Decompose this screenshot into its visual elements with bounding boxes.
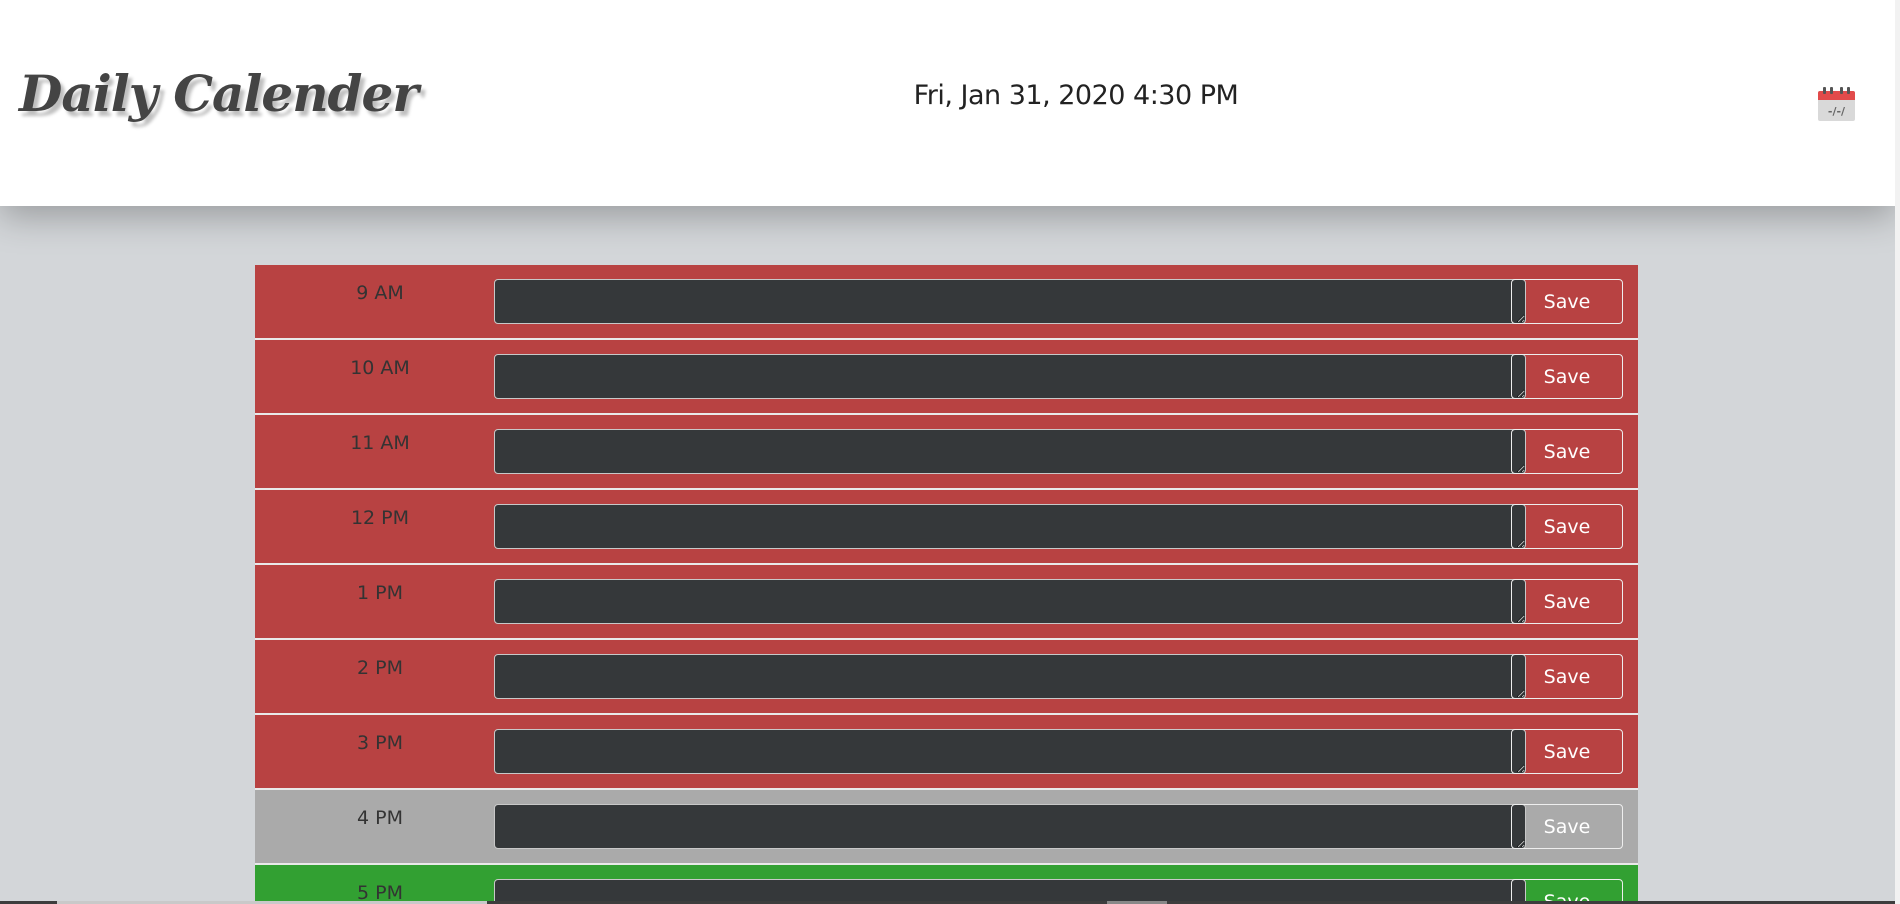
calendar-icon[interactable]: -/-/ [1817, 87, 1856, 122]
task-textarea[interactable] [494, 279, 1526, 324]
scrollbar-thumb[interactable] [1107, 901, 1167, 904]
time-block-row: 11 AM Save [255, 415, 1638, 490]
save-button[interactable]: Save [1511, 504, 1623, 549]
calendar-icon-text: -/-/ [1828, 105, 1846, 118]
horizontal-scrollbar[interactable] [0, 901, 1895, 904]
save-button[interactable]: Save [1511, 279, 1623, 324]
time-block-row: 12 PM Save [255, 490, 1638, 565]
hour-label: 2 PM [357, 657, 403, 679]
save-button[interactable]: Save [1511, 429, 1623, 474]
scrollbar-segment [57, 901, 487, 904]
task-textarea[interactable] [494, 504, 1526, 549]
save-button[interactable]: Save [1511, 654, 1623, 699]
hour-label: 11 AM [350, 432, 410, 454]
time-block-row: 5 PM Save [255, 865, 1638, 904]
planner: 9 AM Save 10 AM Save 11 AM Save 12 PM Save 1 PM S… [255, 265, 1638, 904]
task-textarea[interactable] [494, 879, 1526, 904]
task-textarea[interactable] [494, 354, 1526, 399]
task-textarea[interactable] [494, 729, 1526, 774]
time-block-row: 4 PM Save [255, 790, 1638, 865]
hour-label: 12 PM [350, 507, 410, 529]
hour-label: 4 PM [357, 807, 403, 829]
time-block-row: 10 AM Save [255, 340, 1638, 415]
hour-label: 5 PM [357, 882, 403, 904]
hour-label: 9 AM [356, 282, 404, 304]
time-block-row: 9 AM Save [255, 265, 1638, 340]
hour-label: 3 PM [357, 732, 403, 754]
save-button[interactable]: Save [1511, 579, 1623, 624]
save-button[interactable]: Save [1511, 354, 1623, 399]
header: Daily Calender Fri, Jan 31, 2020 4:30 PM… [0, 0, 1895, 206]
time-block-row: 3 PM Save [255, 715, 1638, 790]
save-button[interactable]: Save [1511, 804, 1623, 849]
hour-label: 10 AM [350, 357, 410, 379]
vertical-scrollbar-track[interactable] [1895, 0, 1900, 904]
time-block-row: 1 PM Save [255, 565, 1638, 640]
task-textarea[interactable] [494, 579, 1526, 624]
time-block-row: 2 PM Save [255, 640, 1638, 715]
task-textarea[interactable] [494, 654, 1526, 699]
app-title: Daily Calender [19, 64, 419, 123]
hour-label: 1 PM [357, 582, 403, 604]
task-textarea[interactable] [494, 429, 1526, 474]
task-textarea[interactable] [494, 804, 1526, 849]
save-button[interactable]: Save [1511, 879, 1623, 904]
save-button[interactable]: Save [1511, 729, 1623, 774]
